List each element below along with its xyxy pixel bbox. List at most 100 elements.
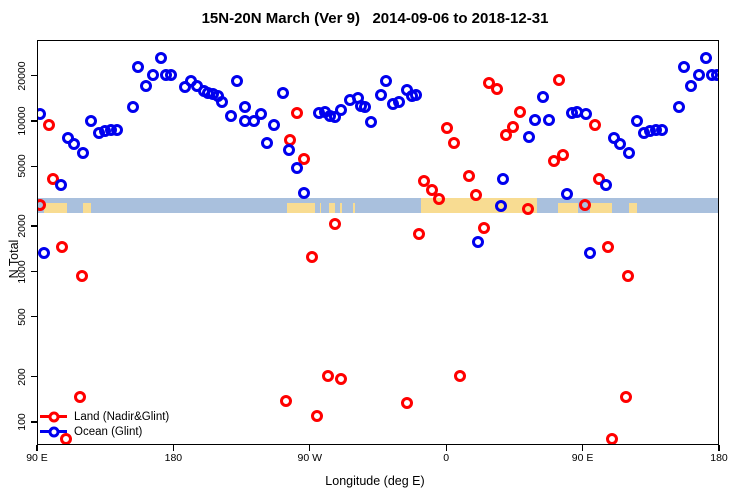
legend: Land (Nadir&Glint) Ocean (Glint) bbox=[40, 409, 169, 439]
map-strip-land bbox=[421, 197, 537, 214]
legend-item-ocean: Ocean (Glint) bbox=[40, 424, 169, 439]
data-point-ocean bbox=[529, 114, 542, 127]
data-point-ocean bbox=[231, 75, 244, 88]
data-point-ocean bbox=[710, 68, 718, 81]
data-point-ocean bbox=[537, 90, 550, 103]
data-point-land bbox=[588, 119, 601, 132]
data-point-ocean bbox=[656, 123, 669, 136]
data-point-land bbox=[620, 391, 633, 404]
map-strip-land bbox=[83, 202, 92, 214]
data-point-land bbox=[74, 391, 87, 404]
data-point-land bbox=[483, 76, 496, 89]
map-strip-land bbox=[557, 202, 578, 214]
data-point-ocean bbox=[494, 200, 507, 213]
data-point-ocean bbox=[410, 89, 423, 102]
y-axis-tick bbox=[31, 74, 37, 77]
data-point-ocean bbox=[254, 108, 267, 120]
data-point-ocean bbox=[630, 115, 643, 128]
data-point-land bbox=[38, 198, 46, 211]
data-point-ocean bbox=[471, 235, 484, 248]
y-axis-tick-label: 100 bbox=[16, 413, 28, 431]
data-point-ocean bbox=[607, 132, 620, 145]
data-point-ocean bbox=[85, 115, 98, 128]
data-point-land bbox=[75, 269, 88, 282]
data-point-land bbox=[413, 227, 426, 240]
data-point-ocean bbox=[38, 108, 47, 120]
data-point-land bbox=[305, 250, 318, 263]
data-point-ocean bbox=[583, 246, 596, 259]
data-point-land bbox=[401, 396, 414, 409]
data-point-ocean bbox=[380, 75, 393, 88]
data-point-land bbox=[426, 183, 439, 196]
data-point-land bbox=[601, 240, 614, 253]
data-point-ocean bbox=[248, 114, 261, 127]
map-strip-land bbox=[353, 202, 355, 214]
data-point-ocean bbox=[147, 68, 160, 81]
data-point-ocean bbox=[127, 101, 140, 114]
x-axis-tick-label: 180 bbox=[164, 452, 183, 464]
map-strip-land bbox=[629, 202, 637, 214]
data-point-ocean bbox=[54, 179, 67, 192]
data-point-land bbox=[60, 433, 73, 444]
y-axis-tick bbox=[31, 316, 37, 318]
data-point-land bbox=[43, 119, 56, 132]
map-strip-land bbox=[328, 202, 336, 214]
data-point-land bbox=[432, 192, 445, 205]
data-point-ocean bbox=[623, 146, 636, 159]
data-point-land bbox=[521, 202, 534, 215]
data-point-land bbox=[284, 133, 297, 146]
data-point-land bbox=[298, 152, 311, 165]
data-point-ocean bbox=[700, 51, 713, 64]
map-strip-land bbox=[319, 202, 322, 214]
y-axis-tick-label: 5000 bbox=[16, 154, 28, 178]
data-point-ocean bbox=[365, 116, 378, 128]
data-point-land bbox=[477, 221, 490, 234]
data-point-ocean bbox=[297, 187, 310, 200]
data-point-ocean bbox=[613, 138, 626, 151]
data-point-ocean bbox=[677, 61, 690, 74]
data-point-land bbox=[335, 373, 348, 386]
data-point-land bbox=[448, 137, 461, 150]
data-point-land bbox=[557, 148, 570, 161]
data-point-ocean bbox=[335, 103, 348, 116]
data-point-land bbox=[462, 170, 475, 183]
data-point-ocean bbox=[110, 123, 123, 136]
data-point-ocean bbox=[276, 86, 289, 99]
data-point-land bbox=[454, 369, 467, 382]
data-point-land bbox=[290, 107, 303, 120]
data-point-land bbox=[507, 120, 520, 133]
x-axis-tick-label: 180 bbox=[710, 452, 728, 464]
y-axis-tick bbox=[31, 225, 37, 227]
y-axis-tick bbox=[31, 165, 37, 167]
data-point-land bbox=[418, 175, 431, 188]
data-point-land bbox=[310, 410, 323, 423]
data-point-ocean bbox=[374, 88, 387, 101]
ocean-legend-key-icon bbox=[40, 426, 67, 437]
legend-item-land: Land (Nadir&Glint) bbox=[40, 409, 169, 424]
data-point-land bbox=[470, 188, 483, 201]
y-axis-tick-label: 2000 bbox=[16, 214, 28, 238]
legend-label-ocean: Ocean (Glint) bbox=[74, 425, 143, 438]
data-point-ocean bbox=[359, 100, 372, 113]
data-point-ocean bbox=[570, 106, 583, 119]
x-axis-tick bbox=[172, 445, 175, 451]
x-axis-tick bbox=[36, 445, 38, 451]
y-axis-tick bbox=[31, 421, 37, 423]
data-point-land bbox=[552, 74, 565, 87]
data-point-ocean bbox=[62, 132, 75, 145]
data-point-ocean bbox=[329, 110, 342, 123]
x-axis-tick bbox=[718, 445, 720, 451]
data-point-ocean bbox=[268, 119, 281, 131]
map-strip-ocean bbox=[38, 197, 718, 214]
data-point-ocean bbox=[497, 173, 510, 186]
y-axis-tick-label: 200 bbox=[16, 367, 28, 386]
data-point-ocean bbox=[283, 144, 296, 157]
data-point-land bbox=[279, 394, 292, 407]
data-point-ocean bbox=[154, 51, 167, 64]
y-axis-tick-label: 1000 bbox=[16, 259, 28, 284]
data-point-ocean bbox=[692, 68, 705, 81]
data-point-land bbox=[500, 128, 512, 141]
y-axis-tick-label: 500 bbox=[16, 308, 28, 326]
data-point-ocean bbox=[290, 162, 303, 175]
